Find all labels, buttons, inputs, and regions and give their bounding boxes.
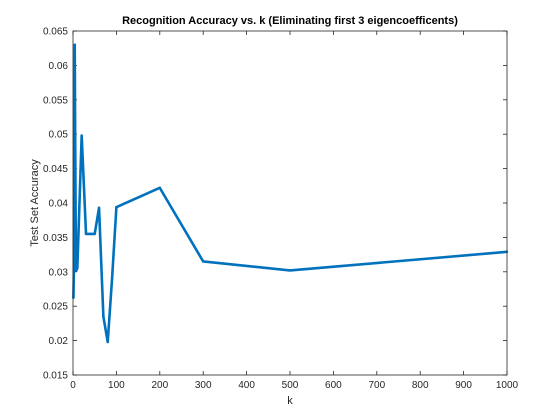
data-point — [84, 232, 88, 236]
x-tick-label: 500 — [282, 380, 299, 391]
plot-frame — [72, 30, 508, 376]
x-tick-label: 600 — [325, 380, 342, 391]
data-point — [106, 340, 109, 344]
data-point — [158, 186, 161, 190]
data-point — [97, 206, 101, 210]
data-point — [110, 277, 114, 280]
y-tick-label: 0.04 — [49, 199, 69, 210]
x-tick-label: 800 — [412, 380, 429, 391]
y-tick-label: 0.055 — [43, 95, 68, 106]
x-tick-label: 300 — [195, 380, 212, 391]
y-tick-label: 0.025 — [43, 302, 68, 313]
y-tick-label: 0.045 — [43, 164, 68, 175]
plot-area — [73, 31, 507, 375]
y-tick-label: 0.02 — [49, 336, 69, 347]
data-point — [75, 269, 78, 272]
x-tick-label: 700 — [368, 380, 385, 391]
y-tick-label: 0.03 — [49, 267, 69, 278]
data-point — [288, 269, 292, 272]
x-axis-label: k — [287, 395, 293, 407]
y-tick-label: 0.015 — [43, 371, 68, 382]
x-tick-label: 400 — [238, 380, 255, 391]
data-point — [72, 296, 75, 300]
data-point — [89, 232, 92, 236]
y-tick-label: 0.035 — [43, 233, 68, 244]
data-point — [115, 205, 118, 209]
data-layer — [72, 43, 509, 344]
y-tick-label: 0.065 — [43, 27, 68, 38]
x-tick-label: 1000 — [496, 380, 519, 391]
data-point — [202, 260, 205, 263]
data-point — [74, 208, 77, 212]
x-tick-label: 900 — [455, 380, 472, 391]
x-tick-label: 100 — [108, 380, 125, 391]
data-point — [80, 134, 83, 137]
chart-title: Recognition Accuracy vs. k (Eliminating … — [122, 15, 458, 27]
data-point — [73, 174, 76, 177]
ticks-layer: 0 100 200 300 400 500 600 700 800 900 1000 0.015 0.0… — [43, 27, 519, 392]
y-axis-label: Test Set Accuracy — [29, 159, 41, 247]
x-tick-label: 0 — [70, 380, 76, 391]
y-tick-label: 0.06 — [49, 61, 69, 72]
data-point — [76, 267, 79, 270]
data-point — [102, 315, 105, 318]
x-tick-label: 200 — [151, 380, 168, 391]
data-point — [73, 43, 76, 46]
y-tick-label: 0.05 — [49, 130, 69, 141]
data-point — [93, 232, 96, 236]
data-point — [73, 133, 77, 136]
